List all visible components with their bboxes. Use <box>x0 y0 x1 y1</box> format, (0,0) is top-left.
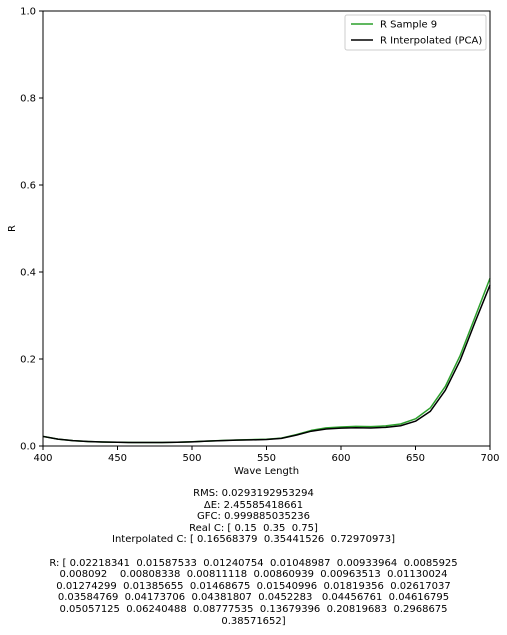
r-values-line: R: [ 0.02218341 0.01587533 0.01240754 0.… <box>49 557 458 569</box>
line-chart: 400 450 500 550 600 650 700 0.0 0.2 0.4 0.6 0.8 1.0… <box>7 7 500 478</box>
x-tick-label: 500 <box>182 453 201 464</box>
y-tick-label: 0.0 <box>20 442 36 453</box>
r-values-line: 0.03584769 0.04173706 0.04381807 0.04522… <box>57 592 450 604</box>
x-axis-label: Wave Length <box>234 466 299 477</box>
x-tick-label: 700 <box>480 453 499 464</box>
plot-background <box>43 11 490 446</box>
interpolated-c-value: Interpolated C: [ 0.16568379 0.35441526 … <box>112 534 395 546</box>
r-values-line: 0.008092 0.00808338 0.00811118 0.0086093… <box>59 569 448 581</box>
legend-label-interpolated: R Interpolated (PCA) <box>380 36 482 47</box>
x-tick-label: 550 <box>257 453 276 464</box>
x-tick-label: 600 <box>331 453 350 464</box>
rms-value: RMS: 0.0293192953294 <box>193 488 314 499</box>
legend-box <box>344 14 487 51</box>
x-tick-label: 450 <box>108 453 127 464</box>
x-tick-label: 650 <box>406 453 425 464</box>
x-axis-ticks: 400 450 500 550 600 650 700 <box>33 446 500 464</box>
caption-gap <box>0 546 507 558</box>
y-tick-label: 0.2 <box>20 355 36 366</box>
delta-e-value: ΔE: 2.45585418661 <box>203 499 304 511</box>
x-tick-label: 400 <box>33 453 52 464</box>
gfc-value: GFC: 0.999885035236 <box>197 511 310 523</box>
r-values-line: 0.38571652] <box>221 615 286 627</box>
y-tick-label: 1.0 <box>20 7 36 18</box>
legend: R Sample 9 R Interpolated (PCA) <box>344 14 487 51</box>
r-values-line: 0.05057125 0.06240488 0.08777535 0.13679… <box>59 603 448 615</box>
series-line-interpolated <box>42 284 491 444</box>
y-tick-label: 0.4 <box>20 268 36 279</box>
legend-label-sample: R Sample 9 <box>380 20 437 31</box>
y-tick-label: 0.8 <box>20 94 36 105</box>
series-layer <box>42 277 491 444</box>
r-values-line: 0.01274299 0.01385655 0.01468675 0.01540… <box>56 580 451 592</box>
y-axis-label: R <box>7 225 18 232</box>
real-c-value: Real C: [ 0.15 0.35 0.75] <box>189 522 318 534</box>
y-tick-label: 0.6 <box>20 181 36 192</box>
y-axis-ticks: 0.0 0.2 0.4 0.6 0.8 1.0 <box>20 7 43 453</box>
chart-caption: RMS: 0.0293192953294 ΔE: 2.45585418661 G… <box>0 488 507 627</box>
